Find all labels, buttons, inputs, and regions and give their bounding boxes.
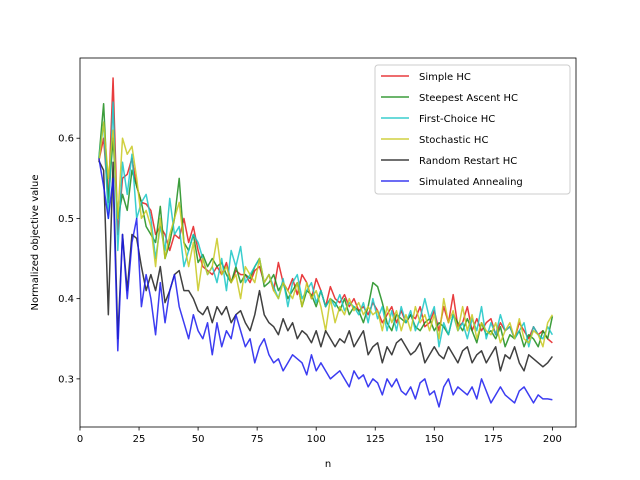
y-tick-label: 0.4 xyxy=(58,294,74,305)
series-layer xyxy=(98,77,554,408)
y-tick-label: 0.6 xyxy=(58,134,74,145)
legend: Simple HC Steepest Ascent HC First-Choice … xyxy=(374,64,571,195)
x-tick-label: 150 xyxy=(425,434,444,445)
y-axis-label: Normalized objective value xyxy=(30,174,41,310)
y-tick-label: 0.5 xyxy=(58,214,74,225)
x-tick-label: 25 xyxy=(133,434,146,445)
legend-label: Simple HC xyxy=(419,72,471,83)
x-tick-label: 75 xyxy=(251,434,264,445)
y-tick-label: 0.3 xyxy=(58,374,74,385)
legend-label: Steepest Ascent HC xyxy=(419,93,518,104)
legend-label: First-Choice HC xyxy=(419,114,495,125)
x-tick-label: 125 xyxy=(366,434,385,445)
x-axis: 0 25 50 75 100 125 150 175 200 xyxy=(77,427,562,445)
series-line-3 xyxy=(98,101,554,348)
axes-frame xyxy=(79,57,577,428)
x-tick-label: 100 xyxy=(307,434,326,445)
x-tick-label: 50 xyxy=(192,434,205,445)
legend-label: Simulated Annealing xyxy=(419,177,523,188)
legend-box xyxy=(374,64,571,195)
x-tick-label: 200 xyxy=(543,434,562,445)
legend-label: Stochastic HC xyxy=(419,135,488,146)
series-line-6 xyxy=(98,158,553,408)
legend-label: Random Restart HC xyxy=(419,156,517,167)
x-tick-label: 0 xyxy=(77,434,83,445)
x-axis-label: n xyxy=(325,459,331,470)
x-tick-label: 175 xyxy=(484,434,503,445)
y-axis: 0.3 0.4 0.5 0.6 xyxy=(58,134,80,385)
